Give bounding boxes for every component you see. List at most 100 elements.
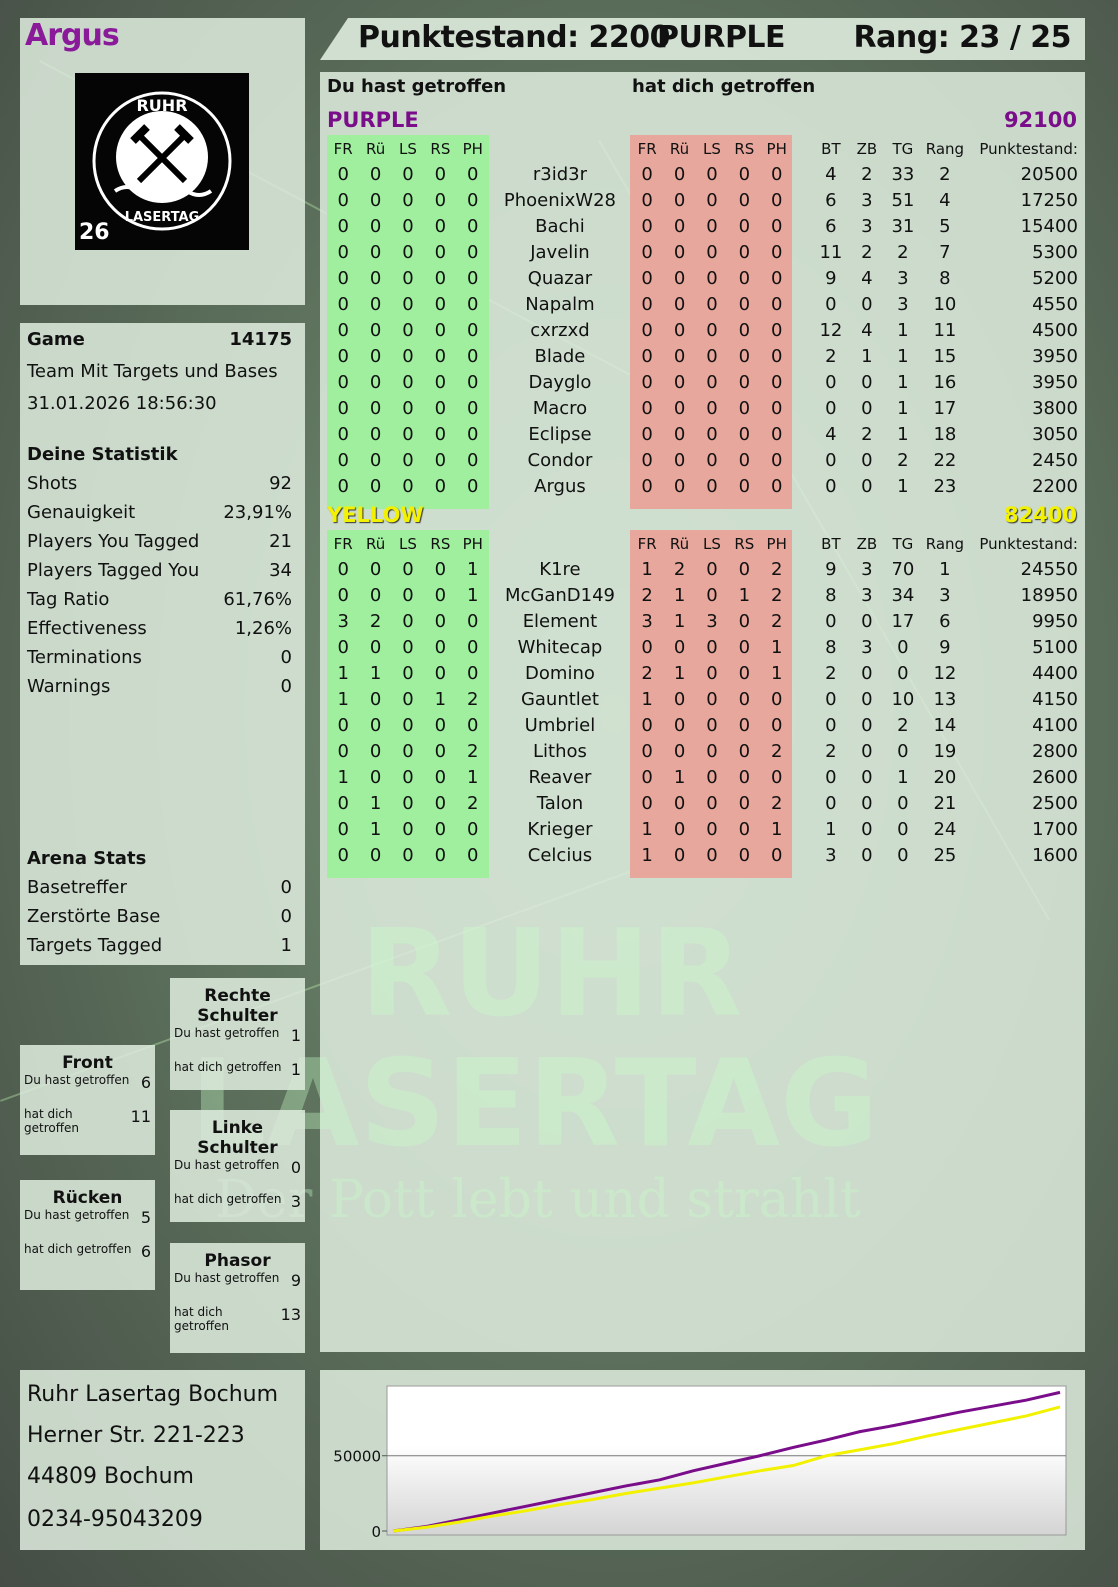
- you-hit-cell: 0: [337, 346, 349, 367]
- col-header: TG: [892, 140, 914, 158]
- stats-panel: [20, 323, 305, 965]
- zone-hit-you-label: hat dich getroffen: [24, 1107, 79, 1135]
- zone-you-hit-label: Du hast getroffen: [174, 1158, 280, 1172]
- hit-you-cell: 0: [641, 294, 653, 315]
- zb-cell: 0: [861, 819, 873, 840]
- you-hit-cell: 2: [467, 793, 479, 814]
- you-hit-cell: 0: [402, 663, 414, 684]
- bt-cell: 0: [825, 450, 837, 471]
- hit-you-cell: 0: [641, 372, 653, 393]
- stats-title-text: Deine Statistik: [27, 444, 178, 465]
- col-header: RS: [430, 140, 451, 158]
- hit-you-cell: 0: [706, 242, 718, 263]
- player-name: Napalm: [525, 294, 595, 315]
- spacer: [793, 188, 813, 214]
- player-name: Condor: [527, 450, 593, 471]
- hit-you-cell: 0: [770, 476, 783, 497]
- zone-hit-you: hat dich getroffen 6: [20, 1242, 155, 1276]
- you-hit-cell: 1: [369, 819, 382, 840]
- hit-you-cell: 0: [706, 585, 718, 606]
- zb-cell: 0: [861, 767, 873, 788]
- you-hit-cell: 0: [434, 715, 447, 736]
- hit-you-cell: 0: [770, 398, 783, 419]
- you-hit-cell: 0: [369, 320, 382, 341]
- hit-you-cell: 0: [641, 346, 653, 367]
- zb-cell: 1: [861, 346, 873, 367]
- hit-you-cell: 0: [738, 372, 751, 393]
- hit-you-title: hat dich getroffen: [632, 76, 816, 97]
- hit-you-cell: 1: [641, 559, 653, 580]
- hit-you-cell: 0: [641, 476, 653, 497]
- zb-cell: 0: [861, 476, 873, 497]
- zone-title: Front: [62, 1053, 113, 1073]
- spacer: [793, 396, 813, 422]
- zb-cell: 3: [861, 216, 873, 237]
- zb-cell: 0: [861, 294, 873, 315]
- you-hit-cell: 0: [369, 741, 382, 762]
- zb-cell: 0: [861, 689, 873, 710]
- stat-label: Terminations: [27, 647, 142, 668]
- spacer: [793, 765, 813, 791]
- zone-front: Front Du hast getroffen 6 hat dich getroffe…: [20, 1045, 155, 1155]
- you-hit-cell: 0: [467, 346, 479, 367]
- hit-you-cell: 0: [673, 450, 686, 471]
- game-id: 14175: [229, 329, 292, 350]
- you-hit-cell: 1: [337, 767, 349, 788]
- you-hit-cell: 2: [467, 741, 479, 762]
- you-hit-cell: 0: [402, 346, 414, 367]
- player-row: 0 0 0 0 0 r3id3r 0 0 0 0 0 4 2 33 2 20500: [327, 162, 1078, 188]
- rank-cell: 12: [933, 663, 957, 684]
- col-header: LS: [702, 140, 721, 158]
- spacer: [793, 318, 813, 344]
- y-tick-label: 50000: [333, 1448, 381, 1466]
- hit-you-cell: 0: [770, 242, 783, 263]
- you-hit-cell: 0: [337, 372, 349, 393]
- col-header: Rü: [669, 140, 690, 158]
- spacer: [793, 370, 813, 396]
- hit-you-cell: 0: [738, 294, 751, 315]
- player-row: 0 0 0 0 0 Quazar 0 0 0 0 0 9 4 3 8 5200: [327, 266, 1077, 292]
- zb-cell: 2: [861, 242, 873, 263]
- hit-you-cell: 0: [738, 476, 751, 497]
- tg-cell: 10: [891, 689, 915, 710]
- stat-label: Players You Tagged: [27, 531, 200, 552]
- you-hit-cell: 0: [402, 164, 414, 185]
- player-name: Domino: [525, 663, 595, 684]
- zone-title: Phasor: [204, 1251, 271, 1271]
- score-cell: 20500: [1020, 164, 1078, 185]
- hit-you-cell: 0: [738, 242, 751, 263]
- bt-cell: 1: [825, 819, 837, 840]
- zone-hit-you: hat dich getroffen 3: [170, 1192, 305, 1226]
- spacer: [793, 474, 813, 500]
- zb-cell: 0: [861, 663, 873, 684]
- team-name: PURPLE: [327, 108, 419, 132]
- you-hit-cell: 0: [402, 793, 414, 814]
- zb-cell: 0: [861, 450, 873, 471]
- stat-value: 34: [269, 560, 292, 581]
- hit-you-cell: 1: [641, 845, 653, 866]
- svg-text:26: 26: [79, 220, 110, 245]
- you-hit-cell: 0: [434, 164, 447, 185]
- score-cell: 3950: [1032, 346, 1078, 367]
- you-hit-cell: 0: [402, 320, 414, 341]
- you-hit-cell: 0: [369, 476, 382, 497]
- player-rank: Rang: 23 / 25: [853, 20, 1072, 55]
- score-cell: 3950: [1032, 372, 1078, 393]
- spacer: [793, 713, 813, 739]
- you-hit-cell: 0: [434, 398, 447, 419]
- col-header: Rü: [669, 535, 690, 553]
- hit-you-cell: 0: [673, 819, 686, 840]
- arena-row: Basetreffer 0: [27, 877, 292, 898]
- zone-you-hit: Du hast getroffen 0: [170, 1158, 305, 1192]
- you-hit-cell: 0: [434, 637, 447, 658]
- rank-cell: 24: [933, 819, 957, 840]
- spacer: [793, 791, 813, 817]
- col-header: FR: [333, 140, 353, 158]
- tg-cell: 1: [897, 398, 909, 419]
- player-row: 1 0 0 1 2 Gauntlet 1 0 0 0 0 0 0 10 13 4150: [327, 687, 1077, 713]
- team-total: 92100: [1003, 108, 1077, 132]
- zb-cell: 3: [861, 637, 873, 658]
- you-hit-cell: 0: [369, 767, 382, 788]
- zone-hit-you-label: hat dich getroffen: [174, 1305, 229, 1333]
- col-header: PH: [462, 140, 483, 158]
